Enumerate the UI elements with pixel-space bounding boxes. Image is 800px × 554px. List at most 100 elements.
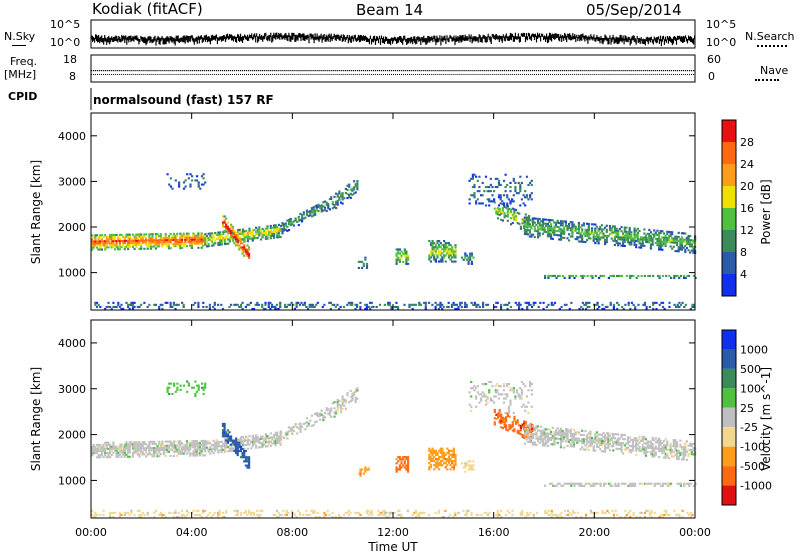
echo-cell <box>477 303 480 306</box>
echo-cell <box>449 254 452 257</box>
freq-sample <box>129 70 131 72</box>
echo-cell <box>223 238 227 241</box>
noise-sample <box>445 38 447 44</box>
echo-cell <box>609 303 612 306</box>
echo-cell <box>91 240 94 243</box>
echo-cell <box>239 450 243 453</box>
echo-cell <box>258 440 261 443</box>
echo-cell <box>635 453 638 456</box>
echo-cell <box>612 441 615 444</box>
echo-cell <box>130 239 133 242</box>
echo-cell <box>551 426 554 429</box>
noise-sample <box>345 36 347 40</box>
noise-sample <box>188 36 190 42</box>
echo-cell <box>241 248 244 251</box>
echo-cell <box>246 466 249 469</box>
echo-cell <box>648 305 651 308</box>
echo-cell <box>629 307 632 310</box>
echo-cell <box>169 440 172 443</box>
noise-sample <box>173 37 175 44</box>
echo-cell <box>189 242 192 245</box>
noise-sample <box>249 34 251 39</box>
echo-cell <box>359 472 362 475</box>
echo-cell <box>244 464 247 467</box>
noise-sample <box>289 35 291 42</box>
echo-cell <box>243 437 246 440</box>
echo-cell <box>215 443 218 446</box>
nave-sample <box>409 74 411 75</box>
echo-cell <box>194 301 197 304</box>
noise-sample <box>646 36 648 42</box>
echo-cell <box>197 301 200 304</box>
freq-sample <box>467 70 469 72</box>
noise-sample <box>187 36 189 43</box>
echo-cell <box>314 213 317 216</box>
echo-cell <box>102 456 105 459</box>
echo-cell <box>689 251 692 254</box>
noise-sample <box>513 36 515 42</box>
noise-sample <box>296 35 298 40</box>
nave-sample <box>598 74 600 75</box>
echo-cell <box>315 412 318 415</box>
echo-cell <box>95 246 99 249</box>
echo-cell <box>446 447 449 450</box>
echo-cell <box>251 235 254 238</box>
echo-cell <box>97 445 100 448</box>
echo-cell <box>550 233 553 236</box>
echo-cell <box>357 266 360 269</box>
nave-sample <box>648 74 650 75</box>
freq-sample <box>236 70 238 72</box>
echo-cell <box>210 232 213 235</box>
echo-cell <box>174 241 177 244</box>
freq-sample <box>592 70 594 72</box>
echo-cell <box>630 449 633 452</box>
echo-cell <box>195 442 198 445</box>
echo-cell <box>220 303 223 306</box>
echo-cell <box>237 229 240 232</box>
echo-cell <box>669 239 672 242</box>
echo-cell <box>351 303 354 306</box>
echo-cell <box>195 234 198 237</box>
echo-cell <box>523 428 527 431</box>
noise-sample <box>302 33 304 41</box>
echo-cell <box>310 209 313 212</box>
freq-sample <box>153 70 155 72</box>
echo-cell <box>112 240 115 243</box>
echo-cell <box>541 222 545 225</box>
noise-sample <box>109 37 111 45</box>
echo-cell <box>586 274 589 277</box>
echo-cell <box>200 240 203 243</box>
echo-cell <box>99 450 102 453</box>
echo-cell <box>601 307 604 310</box>
echo-cell <box>274 444 277 447</box>
noise-sample <box>201 37 203 43</box>
echo-cell <box>569 438 572 441</box>
echo-cell <box>685 238 688 241</box>
echo-cell <box>140 243 143 246</box>
echo-cell <box>135 441 138 444</box>
echo-cell <box>503 216 506 219</box>
echo-cell <box>429 455 433 458</box>
echo-cell <box>600 228 603 231</box>
echo-cell <box>679 248 682 251</box>
freq-sample <box>409 70 411 72</box>
echo-cell <box>312 424 315 427</box>
echo-cell <box>452 453 455 456</box>
echo-cell <box>151 245 154 248</box>
echo-cell <box>447 301 450 304</box>
echo-cell <box>464 254 467 257</box>
echo-cell <box>164 446 167 449</box>
echo-cell <box>148 303 151 306</box>
echo-cell <box>148 442 151 445</box>
echo-cell <box>174 234 177 237</box>
echo-cell <box>579 240 582 243</box>
echo-cell <box>559 444 563 447</box>
echo-cell <box>622 244 625 247</box>
noise-sample <box>522 32 525 37</box>
echo-cell <box>454 252 457 255</box>
echo-cell <box>633 437 636 440</box>
echo-cell <box>519 433 522 436</box>
echo-cell <box>217 441 220 444</box>
noise-sample <box>501 36 503 43</box>
echo-cell <box>592 239 595 242</box>
